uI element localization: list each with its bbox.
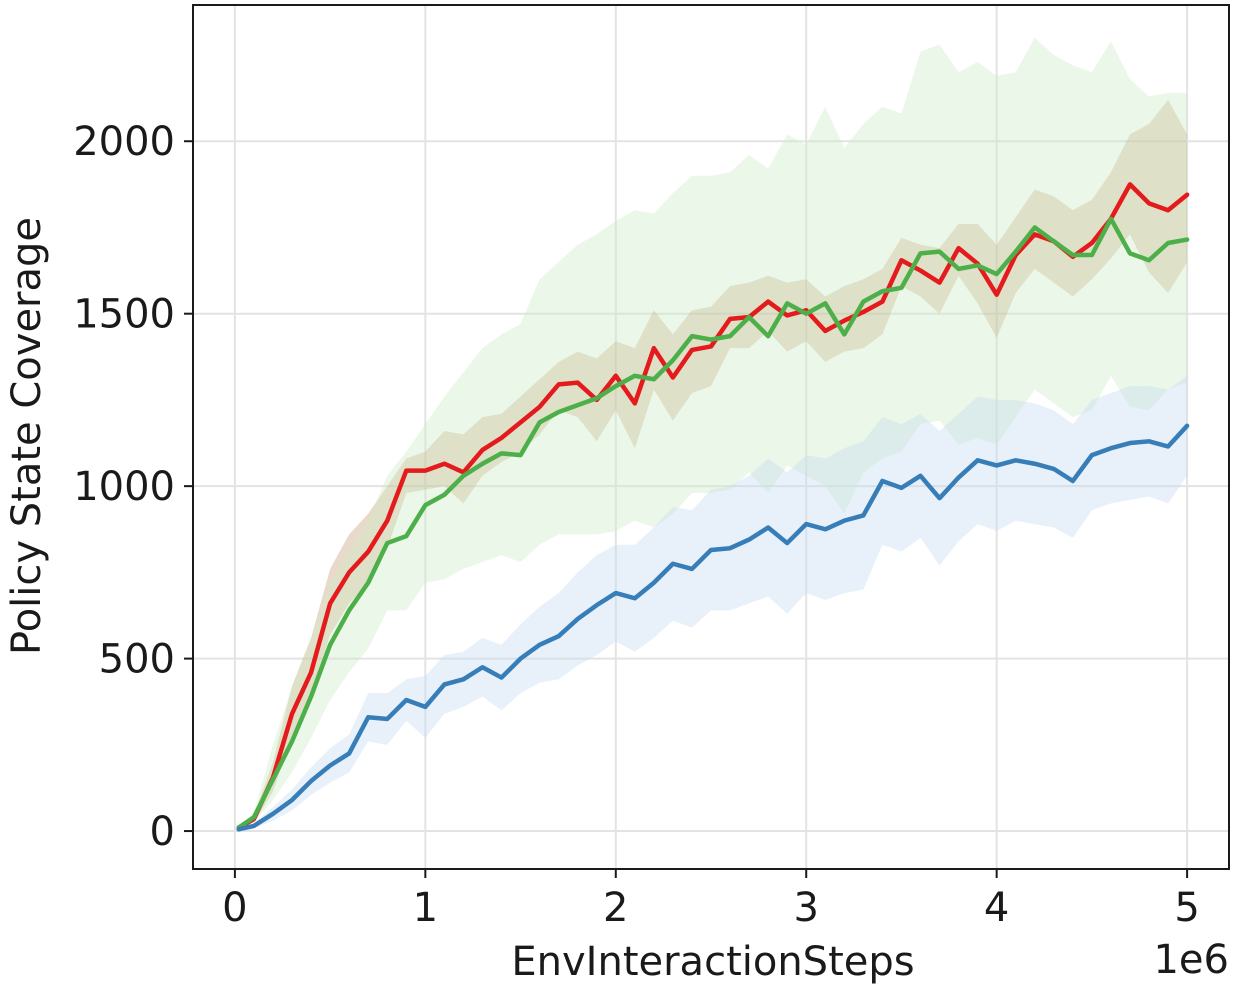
- y-tick-label: 500: [99, 637, 175, 683]
- x-ticks: 0 1 2 3 4 5: [222, 869, 1200, 931]
- x-tick-label: 2: [603, 885, 628, 931]
- series-2-band: [238, 37, 1188, 830]
- plot-frame: [192, 4, 1230, 870]
- y-tick-label: 1000: [73, 464, 175, 510]
- x-tick-label: 0: [222, 885, 247, 931]
- series-1-line: [236, 182, 1190, 830]
- y-axis-label: Policy State Coverage: [4, 217, 50, 655]
- y-tick-label: 1500: [73, 292, 175, 338]
- y-tick-label: 0: [150, 809, 175, 855]
- x-axis-multiplier: 1e6: [1153, 937, 1229, 983]
- series-3-line: [236, 423, 1190, 832]
- x-tick-label: 3: [793, 885, 818, 931]
- series-1-band: [238, 99, 1188, 830]
- grid-lines: [193, 5, 1229, 869]
- y-ticks: 0 500 1000 1500 2000: [73, 119, 193, 855]
- y-tick-label: 2000: [73, 119, 175, 165]
- x-axis-label: EnvInteractionSteps: [511, 939, 914, 985]
- series-2-line: [236, 216, 1190, 830]
- x-tick-label: 4: [984, 885, 1009, 931]
- x-tick-label: 5: [1174, 885, 1199, 931]
- series-lines: [236, 182, 1190, 832]
- x-tick-label: 1: [413, 885, 438, 931]
